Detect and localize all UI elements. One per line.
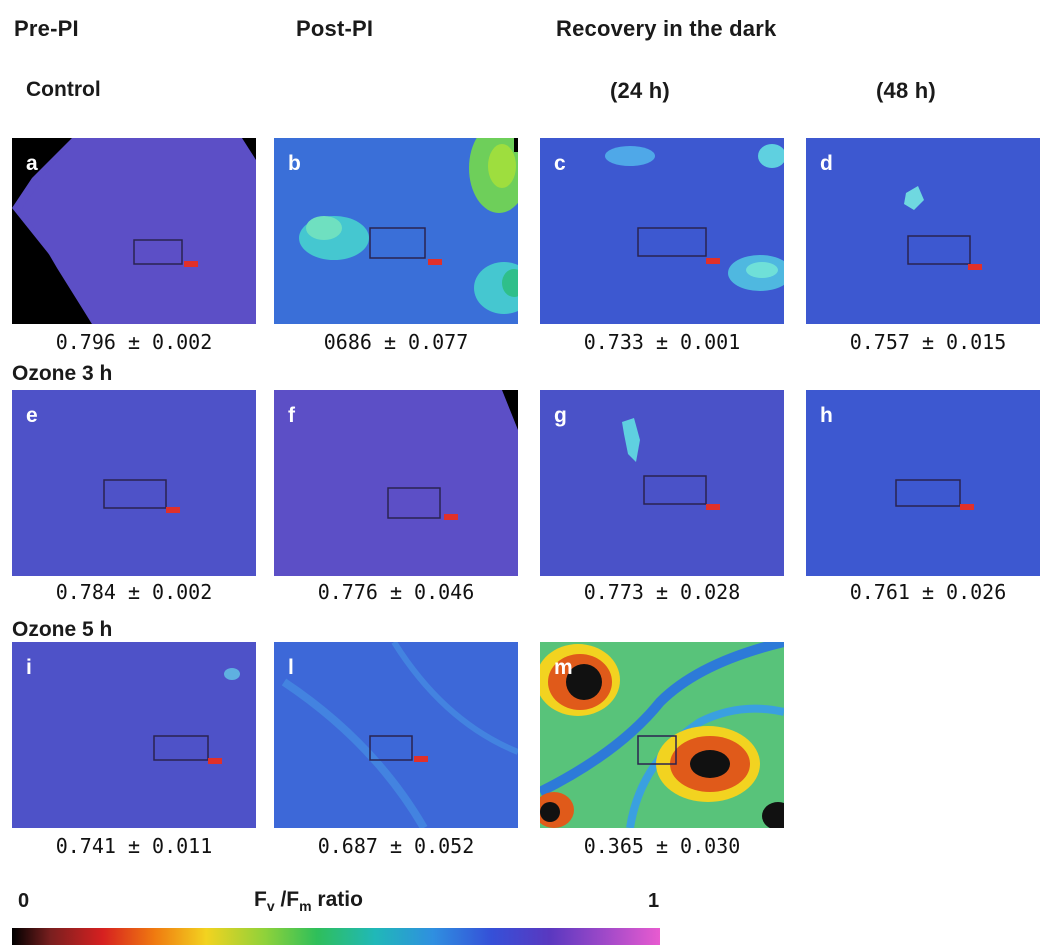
panel-label: b	[288, 152, 301, 175]
colorbar-gradient	[12, 928, 660, 945]
row-label-ozone-3h: Ozone 3 h	[12, 362, 113, 385]
panel-l: l	[274, 642, 518, 828]
value-i: 0.741 ± 0.011	[55, 834, 213, 858]
panel-label: h	[820, 404, 833, 427]
panel-a: a	[12, 138, 256, 324]
value-b: 0686 ± 0.077	[323, 330, 469, 354]
leaf-image-e	[12, 390, 256, 576]
value-a: 0.796 ± 0.002	[55, 330, 213, 354]
value-c: 0.733 ± 0.001	[583, 330, 741, 354]
panel-c: c	[540, 138, 784, 324]
header-24h: (24 h)	[610, 78, 670, 103]
panel-i: i	[12, 642, 256, 828]
panel-e: e	[12, 390, 256, 576]
panel-label: e	[26, 404, 38, 427]
value-l: 0.687 ± 0.052	[317, 834, 475, 858]
leaf-image-g	[540, 390, 784, 576]
leaf-image-a	[12, 138, 256, 324]
panel-d: d	[806, 138, 1040, 324]
panel-label: f	[288, 404, 295, 427]
panel-label: d	[820, 152, 833, 175]
leaf-image-h	[806, 390, 1040, 576]
panel-label: l	[288, 656, 294, 679]
colorbar-min-label: 0	[18, 890, 30, 912]
leaf-image-b	[274, 138, 518, 324]
colorbar-title: Fv /Fm ratio	[254, 888, 363, 915]
panel-label: a	[26, 152, 38, 175]
panel-h: h	[806, 390, 1040, 576]
value-f: 0.776 ± 0.046	[317, 580, 475, 604]
value-d: 0.757 ± 0.015	[849, 330, 1007, 354]
row-label-control: Control	[26, 78, 101, 101]
panel-m: m	[540, 642, 784, 828]
header-recovery: Recovery in the dark	[556, 16, 777, 41]
value-g: 0.773 ± 0.028	[583, 580, 741, 604]
colorbar-max-label: 1	[648, 890, 660, 912]
value-e: 0.784 ± 0.002	[55, 580, 213, 604]
panel-b: b	[274, 138, 518, 324]
leaf-image-d	[806, 138, 1040, 324]
leaf-image-i	[12, 642, 256, 828]
leaf-image-f	[274, 390, 518, 576]
header-pre-pi: Pre-PI	[14, 16, 79, 41]
header-post-pi: Post-PI	[296, 16, 374, 41]
row-label-ozone-5h: Ozone 5 h	[12, 618, 113, 641]
panel-label: g	[554, 404, 567, 427]
leaf-image-l	[274, 642, 518, 828]
header-48h: (48 h)	[876, 78, 936, 103]
panel-label: i	[26, 656, 32, 679]
value-h: 0.761 ± 0.026	[849, 580, 1007, 604]
leaf-image-m	[540, 642, 784, 828]
panel-label: c	[554, 152, 566, 175]
panel-label: m	[554, 656, 573, 679]
panel-g: g	[540, 390, 784, 576]
leaf-image-c	[540, 138, 784, 324]
value-m: 0.365 ± 0.030	[583, 834, 741, 858]
panel-f: f	[274, 390, 518, 576]
